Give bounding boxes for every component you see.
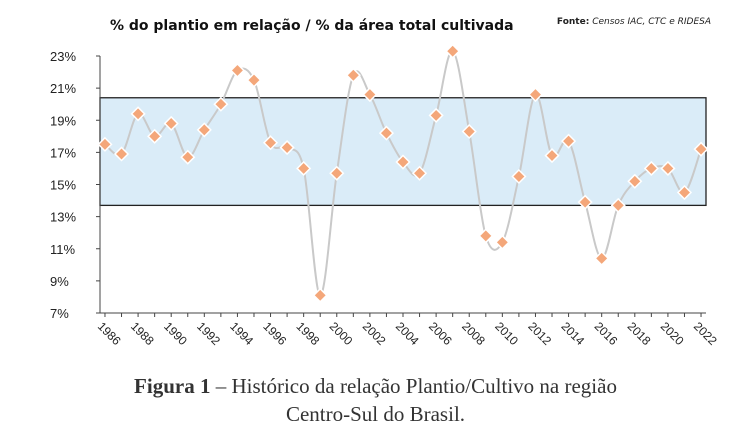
data-point-marker <box>445 43 461 59</box>
data-point-marker <box>594 250 610 266</box>
x-tick-label: 2020 <box>658 319 687 348</box>
x-tick-label: 2004 <box>393 319 422 348</box>
line-chart: 7%9%11%13%15%17%19%21%23%1986 1988 1990 199… <box>50 43 720 348</box>
y-tick-label: 19% <box>50 113 76 128</box>
y-tick-label: 9% <box>50 274 69 289</box>
caption-line-2: Centro-Sul do Brasil. <box>285 402 466 426</box>
x-tick-label: 1996 <box>260 319 289 348</box>
x-tick-label: 2002 <box>360 319 389 348</box>
y-tick-label: 17% <box>50 145 76 160</box>
x-tick-label: 2022 <box>691 319 720 348</box>
data-point-marker <box>180 149 196 165</box>
x-tick-label: 1992 <box>194 319 223 348</box>
data-point-marker <box>494 234 510 250</box>
y-tick-label: 21% <box>50 81 76 96</box>
x-tick-label: 2006 <box>426 319 455 348</box>
caption-line-1: – Histórico da relação Plantio/Cultivo n… <box>210 374 617 398</box>
data-point-marker <box>196 122 212 138</box>
data-point-marker <box>577 194 593 210</box>
x-tick-label: 2008 <box>459 319 488 348</box>
y-tick-label: 11% <box>50 242 75 257</box>
data-point-marker <box>461 123 477 140</box>
source-text: Censos IAC, CTC e RIDESA <box>592 17 711 27</box>
data-point-marker <box>147 128 163 144</box>
source-label: Fonte: <box>556 17 590 27</box>
data-point-marker <box>643 160 659 176</box>
data-point-marker <box>329 165 345 181</box>
data-point-marker <box>527 86 544 103</box>
chart-source: Fonte: Censos IAC, CTC e RIDESA <box>557 17 711 27</box>
data-point-marker <box>544 148 560 164</box>
data-point-marker <box>312 287 328 303</box>
data-point-marker <box>362 86 378 103</box>
figure-label: Figura 1 <box>134 374 211 398</box>
data-point-marker <box>561 133 577 149</box>
data-point-marker <box>660 160 676 176</box>
data-point-marker <box>478 228 494 244</box>
data-point-marker <box>411 165 428 181</box>
data-point-marker <box>345 67 361 83</box>
x-tick-label: 2018 <box>625 319 654 348</box>
data-point-marker <box>610 197 626 213</box>
data-point-marker <box>262 135 279 151</box>
x-tick-label: 1990 <box>161 319 190 348</box>
x-tick-label: 1998 <box>294 319 323 348</box>
data-point-marker <box>395 154 411 170</box>
data-point-marker <box>627 173 643 189</box>
data-point-marker <box>229 62 245 79</box>
figure-caption: Figura 1 – Histórico da relação Plantio/… <box>0 372 751 428</box>
x-tick-label: 2000 <box>327 319 356 348</box>
data-point-marker <box>279 139 295 156</box>
x-tick-label: 1994 <box>227 319 256 348</box>
data-point-marker <box>213 96 229 112</box>
x-tick-label: 2010 <box>492 319 521 348</box>
data-point-marker <box>163 115 179 132</box>
y-tick-label: 23% <box>50 49 76 64</box>
data-point-marker <box>296 160 312 176</box>
chart-title: % do plantio em relação / % da área tota… <box>110 18 514 34</box>
reference-band <box>99 97 707 207</box>
data-point-marker <box>676 184 693 201</box>
x-tick-label: 2016 <box>592 319 621 348</box>
x-tick-label: 1986 <box>95 319 124 348</box>
data-point-marker <box>511 168 527 185</box>
x-tick-label: 1988 <box>128 319 157 348</box>
y-tick-label: 13% <box>50 210 76 225</box>
data-point-marker <box>246 72 262 88</box>
x-tick-label: 2014 <box>558 319 587 348</box>
x-tick-label: 2012 <box>525 319 554 348</box>
data-point-marker <box>130 106 146 122</box>
data-point-marker <box>378 125 395 141</box>
data-point-marker <box>693 141 709 157</box>
data-point-marker <box>113 146 130 162</box>
data-point-marker <box>428 107 444 123</box>
data-point-marker <box>97 136 113 152</box>
y-tick-label: 15% <box>50 178 76 193</box>
y-tick-label: 7% <box>50 306 69 321</box>
